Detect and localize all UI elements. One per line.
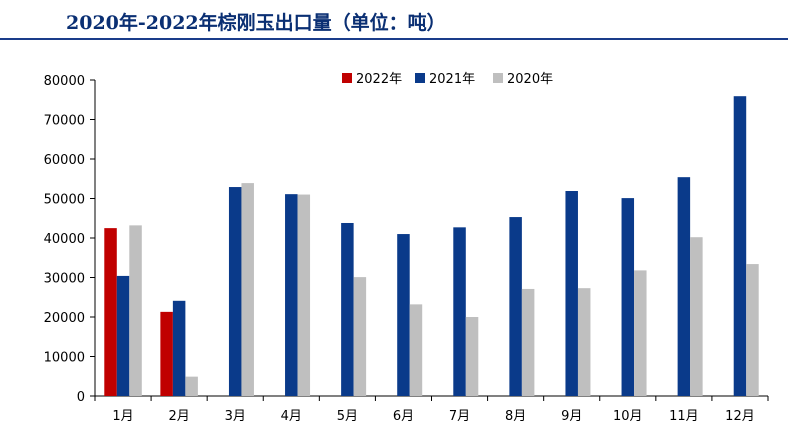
bar bbox=[185, 376, 198, 396]
legend-label: 2020年 bbox=[507, 72, 553, 87]
bars bbox=[104, 96, 759, 396]
x-tick-label: 4月 bbox=[281, 409, 302, 424]
y-tick-label: 30000 bbox=[44, 272, 85, 287]
bar bbox=[116, 275, 130, 396]
x-tick-label: 6月 bbox=[393, 409, 414, 424]
x-tick-label: 1月 bbox=[112, 409, 133, 424]
bar bbox=[577, 288, 591, 396]
bar bbox=[241, 183, 254, 396]
x-tick-label: 12月 bbox=[725, 409, 755, 424]
y-axis: 0 10000 20000 30000 40000 50000 60000 70000 8000… bbox=[44, 74, 96, 405]
legend-swatch bbox=[342, 73, 352, 83]
x-tick-label: 2月 bbox=[168, 409, 189, 424]
bar bbox=[634, 270, 647, 396]
y-tick-label: 70000 bbox=[44, 114, 85, 129]
y-tick-label: 80000 bbox=[44, 74, 85, 89]
bar bbox=[409, 304, 423, 396]
x-tick-label: 3月 bbox=[225, 409, 246, 424]
bar bbox=[297, 194, 311, 396]
bar bbox=[677, 177, 691, 396]
bar bbox=[341, 222, 354, 396]
x-tick-label: 10月 bbox=[613, 409, 643, 424]
bar bbox=[353, 277, 367, 396]
bar bbox=[453, 227, 466, 396]
legend-label: 2022年 bbox=[356, 72, 402, 87]
y-tick-label: 0 bbox=[77, 390, 85, 405]
legend-swatch bbox=[493, 73, 503, 83]
x-axis: 1月 2月 3月 4月 5月 6月 7月 8月 9月 10月 11月 12月 bbox=[94, 395, 769, 424]
chart-title: 2020年-2022年棕刚玉出口量（单位：吨） bbox=[66, 12, 446, 34]
bar bbox=[621, 198, 635, 396]
legend-label: 2021年 bbox=[429, 72, 475, 87]
bar bbox=[397, 234, 410, 396]
legend-swatch bbox=[415, 73, 425, 83]
x-tick-label: 9月 bbox=[561, 409, 582, 424]
x-tick-label: 7月 bbox=[449, 409, 470, 424]
bar bbox=[104, 228, 117, 396]
x-tick-label: 8月 bbox=[505, 409, 526, 424]
bar bbox=[228, 187, 242, 396]
y-tick-label: 10000 bbox=[44, 351, 85, 366]
bar bbox=[285, 194, 298, 396]
bar bbox=[733, 96, 747, 396]
title-underline bbox=[0, 38, 788, 40]
x-tick-label: 11月 bbox=[669, 409, 699, 424]
bar bbox=[172, 300, 186, 396]
bar bbox=[565, 190, 578, 396]
legend: 2022年 2021年 2020年 bbox=[342, 72, 553, 87]
bar bbox=[521, 288, 535, 396]
bar bbox=[690, 237, 703, 396]
bar bbox=[160, 311, 173, 396]
y-tick-label: 20000 bbox=[44, 311, 85, 326]
bar bbox=[509, 217, 522, 396]
y-tick-label: 40000 bbox=[44, 232, 85, 247]
x-tick-label: 5月 bbox=[337, 409, 358, 424]
y-tick-label: 60000 bbox=[44, 153, 85, 168]
title-bar: 2020年-2022年棕刚玉出口量（单位：吨） bbox=[0, 0, 788, 40]
y-tick-label: 50000 bbox=[44, 193, 85, 208]
bar bbox=[465, 317, 479, 396]
bar bbox=[129, 225, 142, 396]
bar bbox=[746, 264, 759, 396]
